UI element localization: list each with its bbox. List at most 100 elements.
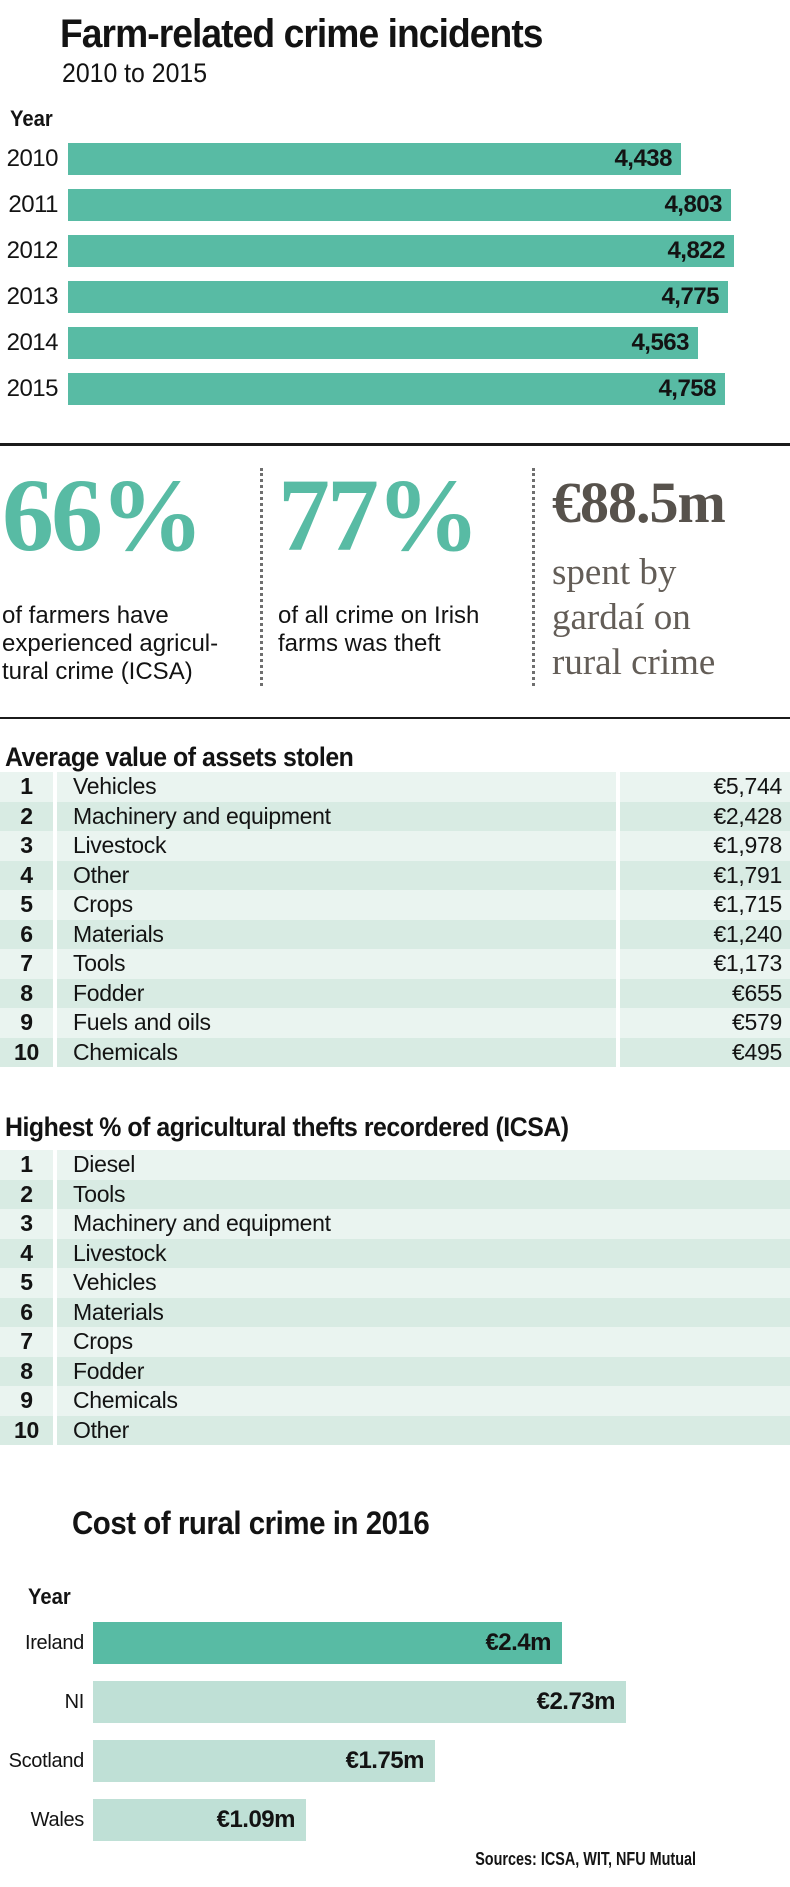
page-subtitle: 2010 to 2015	[62, 58, 220, 89]
rank-cell: 7	[0, 949, 53, 979]
assets-row-3: 3 Livestock €1,978	[0, 831, 790, 861]
rank-cell: 7	[0, 1327, 53, 1357]
label-cell: Machinery and equipment	[57, 1209, 790, 1239]
horizontal-rule-top	[0, 443, 790, 446]
bar-row-2013: 2013 4,775	[0, 281, 728, 313]
page-subtitle-text: 2010 to 2015	[62, 58, 208, 88]
label-cell: Vehicles	[57, 1268, 790, 1298]
bar-ni: €2.73m	[93, 1681, 626, 1723]
assets-row-9: 9 Fuels and oils €579	[0, 1008, 790, 1038]
thefts-row-4: 4 Livestock	[0, 1238, 790, 1268]
year-label-2014: 2014	[6, 329, 59, 356]
top-chart-axis-label: Year	[10, 106, 53, 131]
rank-cell: 1	[0, 772, 53, 802]
bar-value-2014: 4,563	[631, 329, 689, 356]
rank-cell: 6	[0, 1297, 53, 1327]
dotted-divider-2	[532, 468, 535, 686]
rank-cell: 8	[0, 1356, 53, 1386]
assets-row-1: 1 Vehicles €5,744	[0, 772, 790, 802]
bar-2011: 4,803	[68, 189, 731, 221]
assets-row-2: 2 Machinery and equipment €2,428	[0, 801, 790, 831]
label-cell: Fodder	[57, 1356, 790, 1386]
value-cell: €1,240	[620, 919, 790, 949]
assets-row-7: 7 Tools €1,173	[0, 949, 790, 979]
page-title: Farm-related crime incidents	[60, 12, 579, 57]
bar-2013: 4,775	[68, 281, 728, 313]
label-cell: Crops	[57, 1327, 790, 1357]
bar-row-wales: Wales €1.09m	[0, 1799, 306, 1841]
label-cell: Materials	[57, 919, 616, 949]
caption-line: experienced agricul-	[2, 630, 219, 657]
bar-row-2011: 2011 4,803	[0, 189, 731, 221]
assets-row-8: 8 Fodder €655	[0, 978, 790, 1008]
stat-farmers: 66% of farmers have experienced agricul-…	[2, 464, 258, 686]
horizontal-rule-mid	[0, 717, 790, 719]
country-label-ni: NI	[64, 1691, 85, 1713]
stat-spend-value: €88.5m	[552, 470, 726, 535]
sources-note: Sources: ICSA, WIT, NFU Mutual	[475, 1849, 697, 1869]
label-cell: Other	[57, 860, 616, 890]
bar-row-ni: NI €2.73m	[0, 1681, 626, 1723]
rank-cell: 5	[0, 890, 53, 920]
caption-line: farms was theft	[278, 630, 441, 657]
label-cell: Livestock	[57, 1238, 790, 1268]
caption-line: of all crime on Irish	[278, 602, 480, 629]
bar-value-2011: 4,803	[664, 191, 722, 218]
thefts-row-8: 8 Fodder	[0, 1356, 790, 1386]
year-label-2015: 2015	[6, 375, 59, 402]
bar-row-scotland: Scotland €1.75m	[0, 1740, 435, 1782]
label-cell: Fuels and oils	[57, 1008, 616, 1038]
label-cell: Materials	[57, 1297, 790, 1327]
caption-line: tural crime (ICSA)	[2, 658, 193, 685]
assets-row-10: 10 Chemicals €495	[0, 1037, 790, 1067]
label-cell: Chemicals	[57, 1037, 616, 1067]
rank-cell: 10	[0, 1415, 53, 1445]
bottom-chart-title: Cost of rural crime in 2016	[72, 1505, 430, 1541]
bar-value-scotland: €1.75m	[345, 1747, 425, 1774]
stat-spend-caption: spent by gardaí on rural crime	[552, 550, 790, 685]
label-cell: Vehicles	[57, 772, 616, 802]
stat-theft-value: 77%	[278, 458, 480, 573]
label-cell: Tools	[57, 949, 616, 979]
rank-cell: 2	[0, 1179, 53, 1209]
bar-row-2010: 2010 4,438	[0, 143, 681, 175]
bottom-chart-axis-label: Year	[28, 1584, 71, 1609]
rank-cell: 4	[0, 860, 53, 890]
rank-cell: 6	[0, 919, 53, 949]
value-cell: €655	[620, 978, 790, 1008]
assets-table: 1 Vehicles €5,744 2 Machinery and equipm…	[0, 772, 790, 1067]
stat-garda-spend: €88.5m spent by gardaí on rural crime	[552, 464, 790, 685]
rank-cell: 9	[0, 1008, 53, 1038]
page-title-text: Farm-related crime incidents	[60, 12, 543, 56]
caption-line: rural crime	[552, 642, 716, 683]
rank-cell: 2	[0, 801, 53, 831]
thefts-row-6: 6 Materials	[0, 1297, 790, 1327]
thefts-table: 1 Diesel 2 Tools 3 Machinery and equipme…	[0, 1150, 790, 1445]
assets-row-5: 5 Crops €1,715	[0, 890, 790, 920]
year-label-2011: 2011	[8, 191, 58, 218]
value-cell: €2,428	[620, 801, 790, 831]
label-cell: Crops	[57, 890, 616, 920]
label-cell: Machinery and equipment	[57, 801, 616, 831]
year-label-2013: 2013	[6, 283, 59, 310]
bar-row-2015: 2015 4,758	[0, 373, 725, 405]
thefts-row-5: 5 Vehicles	[0, 1268, 790, 1298]
value-cell: €1,791	[620, 860, 790, 890]
value-cell: €5,744	[620, 772, 790, 802]
rank-cell: 10	[0, 1037, 53, 1067]
bar-scotland: €1.75m	[93, 1740, 435, 1782]
value-cell: €1,978	[620, 831, 790, 861]
stat-theft-caption: of all crime on Irish farms was theft	[278, 602, 524, 658]
rank-cell: 3	[0, 831, 53, 861]
dotted-divider-1	[260, 468, 263, 686]
assets-row-4: 4 Other €1,791	[0, 860, 790, 890]
bar-2010: 4,438	[68, 143, 681, 175]
country-label-ireland: Ireland	[24, 1632, 84, 1654]
bar-ireland: €2.4m	[93, 1622, 562, 1664]
caption-line: of farmers have	[2, 602, 169, 629]
rank-cell: 8	[0, 978, 53, 1008]
bar-value-wales: €1.09m	[216, 1806, 296, 1833]
bar-value-2015: 4,758	[658, 375, 716, 402]
country-label-scotland: Scotland	[8, 1750, 85, 1772]
